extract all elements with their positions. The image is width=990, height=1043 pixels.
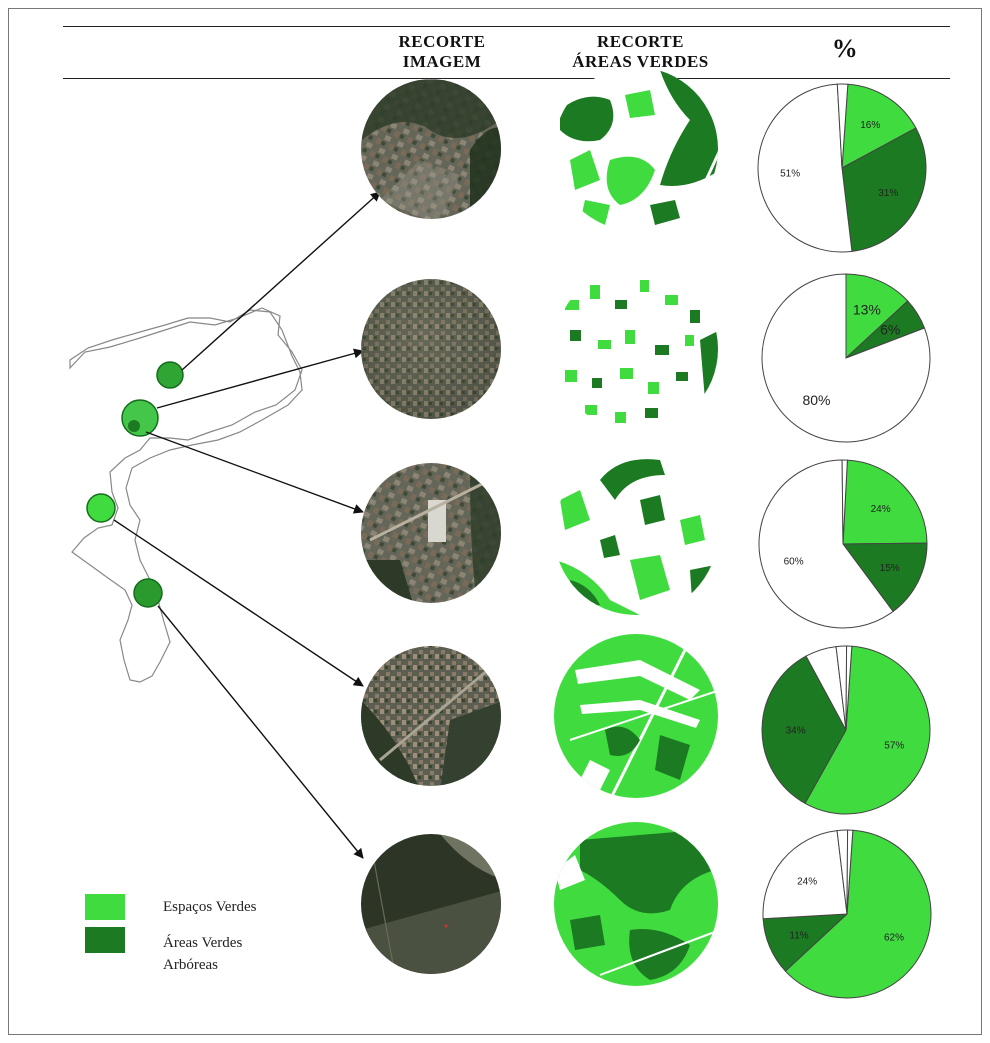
image-cutout-5	[361, 834, 501, 974]
arrow-to-cutout-3	[145, 431, 364, 514]
header-col-image-line1: RECORTE	[398, 32, 486, 51]
pie-3-slice-2	[842, 542, 928, 613]
header-col-image-line2: IMAGEM	[402, 52, 482, 71]
pie-4-slice-2	[761, 655, 847, 805]
green-cutout-4	[554, 634, 718, 798]
arrow-to-cutout-4	[113, 519, 364, 687]
header-col-green: RECORTE ÁREAS VERDES	[548, 32, 733, 72]
pie-1-slice-2	[841, 127, 927, 252]
municipality-map-outline	[69, 307, 303, 683]
pie-1-slice-3	[757, 83, 853, 253]
pie-3-slice-1	[842, 459, 928, 545]
header-col-percent: %	[831, 34, 859, 63]
green-cutout-2	[554, 267, 718, 431]
pie-5-slice-5	[846, 829, 854, 915]
pie-1-label-3: 51%	[780, 169, 800, 180]
arrow-to-cutout-5	[157, 605, 364, 859]
image-cutout-4	[361, 646, 501, 786]
header-col-image: RECORTE IMAGEM	[372, 32, 512, 72]
pie-chart-2: 13% 6% 80%	[761, 273, 931, 443]
pie-chart-3: 24% 15% 60%	[758, 459, 928, 629]
pie-5-slice-3	[762, 830, 848, 920]
pie-3-label-1: 24%	[871, 504, 891, 515]
pie-2-slice-1	[845, 273, 909, 360]
pie-3-slice-4	[841, 459, 848, 545]
pie-2-label-2: 6%	[880, 322, 900, 338]
legend-swatch-espacos-verdes	[85, 894, 125, 920]
green-cutout-5	[554, 822, 718, 986]
pie-1-label-1: 16%	[860, 120, 880, 131]
pie-4-label-1: 57%	[884, 740, 904, 751]
pie-5-label-1: 62%	[884, 933, 904, 944]
pie-4-label-2: 34%	[786, 726, 806, 737]
header-col-green-line2: ÁREAS VERDES	[572, 52, 709, 71]
pie-4-slice-5	[845, 645, 853, 731]
pie-5-label-3: 24%	[797, 877, 817, 888]
pie-chart-1: 16% 31% 51%	[757, 83, 927, 253]
map-location-2-detail	[128, 420, 140, 432]
map-location-4	[133, 578, 163, 608]
pie-chart-4: 57% 34%	[761, 645, 931, 815]
green-cutout-3	[554, 451, 718, 615]
legend-label-espacos-verdes: Espaços Verdes	[163, 899, 257, 915]
pie-1-slice-1	[841, 83, 917, 169]
pie-5-slice-1	[784, 829, 932, 999]
pie-3-label-2: 15%	[880, 563, 900, 574]
map-location-3	[86, 493, 116, 523]
image-cutout-3	[361, 463, 501, 603]
pie-charts: 16% 31% 51% 13% 6% 80% 24% 15% 60% 57% 34% 62% 11% 24…	[757, 83, 932, 999]
pie-2-label-3: 80%	[802, 392, 830, 408]
pie-4-slice-1	[804, 645, 931, 815]
header-top-rule	[63, 26, 950, 27]
image-cutout-1	[361, 79, 501, 219]
map-location-1	[156, 361, 184, 389]
pie-chart-5: 62% 11% 24%	[762, 829, 932, 999]
pie-2-slice-3	[761, 273, 931, 443]
pie-5-label-2: 11%	[789, 930, 808, 941]
arrow-to-cutout-2	[156, 348, 364, 409]
green-cutout-1	[554, 67, 718, 231]
figure-frame	[8, 8, 982, 1035]
header-col-green-line1: RECORTE	[597, 32, 684, 51]
pie-2-label-1: 13%	[853, 301, 881, 317]
legend-label-areas-arboreas-line2: Arbóreas	[163, 957, 218, 973]
arrow-to-cutout-1	[181, 191, 381, 371]
legend-swatch-areas-arboreas	[85, 927, 125, 953]
image-cutout-2	[361, 279, 501, 419]
pie-3-slice-3	[758, 459, 894, 629]
pie-1-slice-4	[836, 83, 849, 169]
map-location-2	[121, 399, 159, 437]
legend-label-areas-arboreas: Áreas Verdes	[163, 935, 243, 951]
header-bottom-rule	[63, 78, 950, 79]
pie-1-label-2: 31%	[878, 188, 898, 199]
pie-3-label-3: 60%	[784, 557, 804, 568]
